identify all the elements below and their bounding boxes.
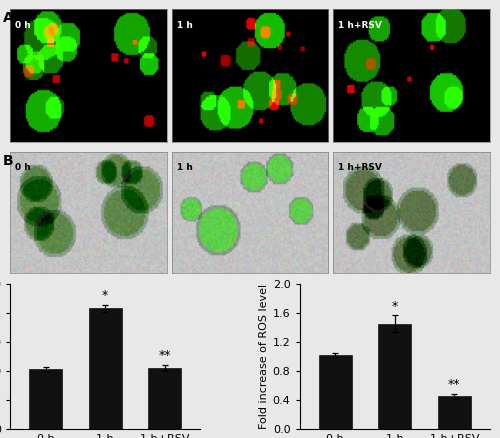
- Bar: [438, 396, 470, 429]
- Text: *: *: [102, 290, 108, 303]
- Text: 0 h: 0 h: [15, 163, 30, 172]
- Text: **: **: [448, 378, 460, 391]
- Text: *: *: [392, 300, 398, 313]
- Bar: [148, 368, 181, 429]
- Y-axis label: Fold increase of ROS level: Fold increase of ROS level: [258, 284, 268, 429]
- Text: 1 h+RSV: 1 h+RSV: [338, 163, 382, 172]
- Text: B: B: [2, 154, 13, 168]
- Text: **: **: [158, 349, 171, 362]
- Text: 0 h: 0 h: [15, 21, 30, 30]
- Bar: [89, 308, 122, 429]
- Text: A: A: [2, 11, 13, 25]
- Text: 1 h+RSV: 1 h+RSV: [338, 21, 382, 30]
- Bar: [319, 355, 352, 429]
- Text: 1 h: 1 h: [176, 21, 192, 30]
- Bar: [30, 370, 62, 429]
- Text: 1 h: 1 h: [176, 163, 192, 172]
- Bar: [378, 324, 411, 429]
